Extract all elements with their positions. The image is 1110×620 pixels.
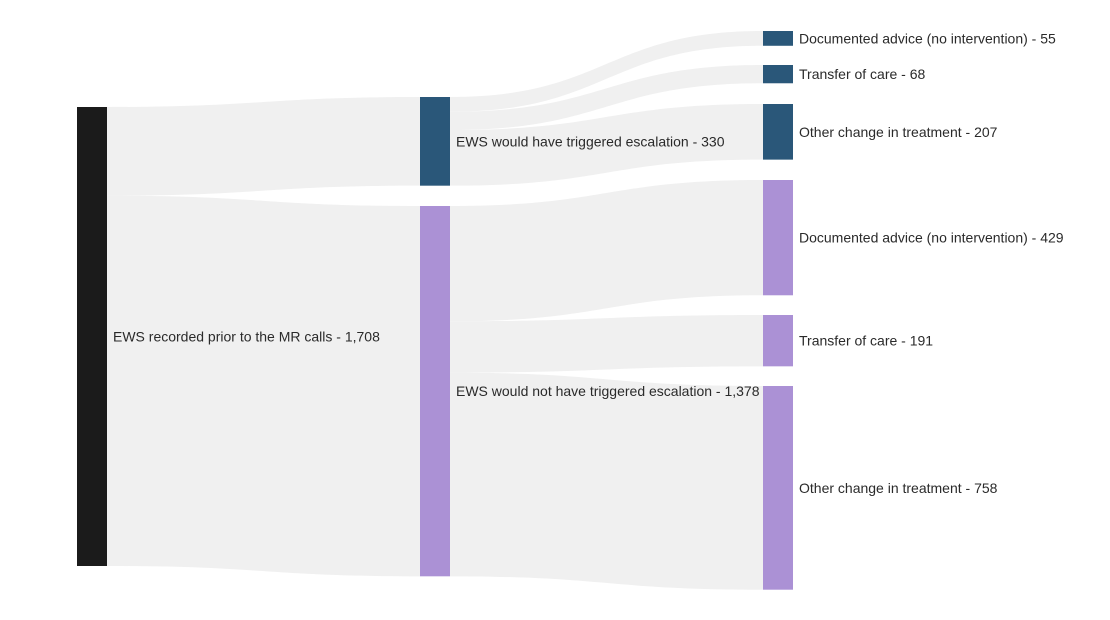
node-label-root: EWS recorded prior to the MR calls - 1,7… (113, 329, 380, 345)
node-label-t_oth: Other change in treatment - 207 (799, 124, 998, 140)
sankey-node-t_tra[interactable] (763, 65, 793, 84)
sankey-node-n_tra[interactable] (763, 315, 793, 367)
sankey-node-t_doc[interactable] (763, 31, 793, 46)
links-layer (107, 31, 763, 590)
sankey-link-notrig-n_oth[interactable] (450, 372, 763, 590)
nodes-layer (77, 31, 793, 590)
sankey-node-t_oth[interactable] (763, 104, 793, 160)
sankey-link-root-trig[interactable] (107, 97, 420, 196)
node-label-n_tra: Transfer of care - 191 (799, 333, 933, 349)
sankey-node-trig[interactable] (420, 97, 450, 186)
sankey-node-n_doc[interactable] (763, 180, 793, 296)
sankey-link-notrig-n_doc[interactable] (450, 180, 763, 322)
sankey-link-trig-t_oth[interactable] (450, 104, 763, 186)
sankey-node-root[interactable] (77, 107, 107, 566)
node-label-n_doc: Documented advice (no intervention) - 42… (799, 230, 1064, 246)
node-label-notrig: EWS would not have triggered escalation … (456, 383, 760, 399)
node-label-n_oth: Other change in treatment - 758 (799, 480, 998, 496)
node-label-trig: EWS would have triggered escalation - 33… (456, 133, 725, 149)
sankey-link-trig-t_doc[interactable] (450, 31, 763, 112)
sankey-link-root-notrig[interactable] (107, 195, 420, 577)
sankey-node-n_oth[interactable] (763, 386, 793, 590)
node-label-t_tra: Transfer of care - 68 (799, 66, 926, 82)
sankey-link-trig-t_tra[interactable] (450, 65, 763, 131)
node-label-t_doc: Documented advice (no intervention) - 55 (799, 30, 1056, 46)
labels-layer: EWS recorded prior to the MR calls - 1,7… (113, 30, 1064, 495)
sankey-node-notrig[interactable] (420, 206, 450, 577)
sankey-link-notrig-n_tra[interactable] (450, 315, 763, 373)
